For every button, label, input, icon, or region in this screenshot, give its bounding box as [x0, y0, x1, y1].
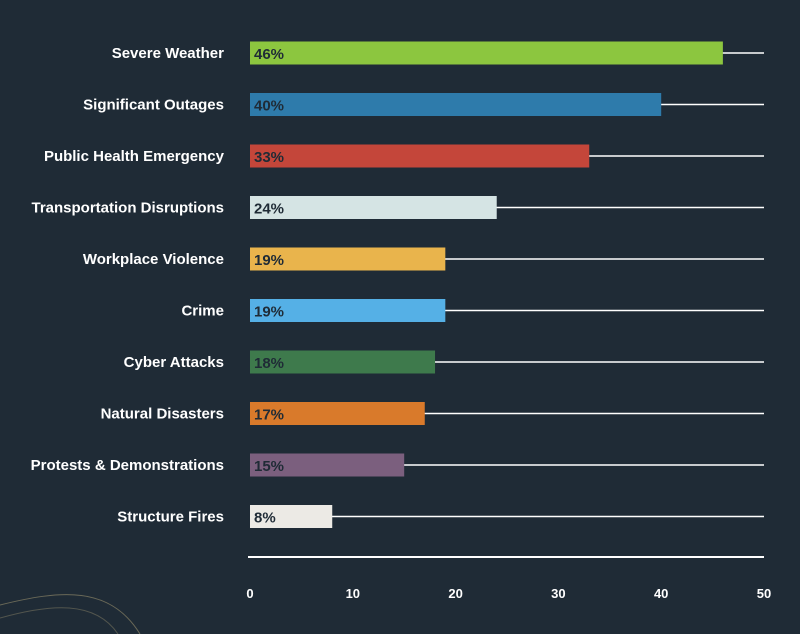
category-labels: Severe Weather Significant Outages Public …	[31, 45, 225, 526]
bar-3	[250, 196, 497, 219]
x-tick-label: 20	[448, 586, 462, 601]
decorative-curve	[0, 594, 141, 634]
value-label: 46%	[254, 46, 284, 63]
value-label: 18%	[254, 355, 284, 372]
category-label: Structure Fires	[117, 509, 224, 526]
category-label: Significant Outages	[83, 97, 224, 114]
bar-7	[250, 402, 425, 425]
value-label: 19%	[254, 252, 284, 269]
bar-8	[250, 453, 405, 477]
bar-6	[250, 350, 436, 374]
bar-5	[250, 299, 446, 322]
value-label: 17%	[254, 407, 284, 424]
category-label: Severe Weather	[112, 45, 224, 62]
x-axis-ticks: 0 10 20 30 40 50	[246, 586, 771, 601]
category-label: Public Health Emergency	[44, 148, 225, 165]
category-label: Cyber Attacks	[124, 354, 224, 371]
bar-1	[250, 93, 662, 116]
value-label: 19%	[254, 304, 284, 321]
x-tick-label: 10	[346, 586, 360, 601]
category-label: Crime	[181, 303, 224, 320]
x-tick-label: 40	[654, 586, 668, 601]
value-label: 40%	[254, 98, 284, 115]
bar-9	[250, 505, 333, 528]
value-label: 24%	[254, 201, 284, 218]
bar-2	[250, 144, 590, 168]
value-label: 33%	[254, 149, 284, 166]
gridlines	[250, 52, 764, 518]
x-tick-label: 50	[757, 586, 771, 601]
bar-4	[250, 247, 446, 271]
value-labels: 46% 40% 33% 24% 19% 19% 18% 17% 15% 8%	[254, 46, 284, 527]
category-label: Transportation Disruptions	[31, 200, 224, 217]
bars	[250, 41, 723, 528]
x-tick-label: 30	[551, 586, 565, 601]
decorative-curve	[0, 607, 119, 634]
category-label: Protests & Demonstrations	[31, 457, 224, 474]
value-label: 15%	[254, 458, 284, 475]
bar-0	[250, 41, 723, 65]
value-label: 8%	[254, 510, 276, 527]
category-label: Natural Disasters	[101, 406, 224, 423]
x-tick-label: 0	[246, 586, 253, 601]
category-label: Workplace Violence	[83, 251, 224, 268]
